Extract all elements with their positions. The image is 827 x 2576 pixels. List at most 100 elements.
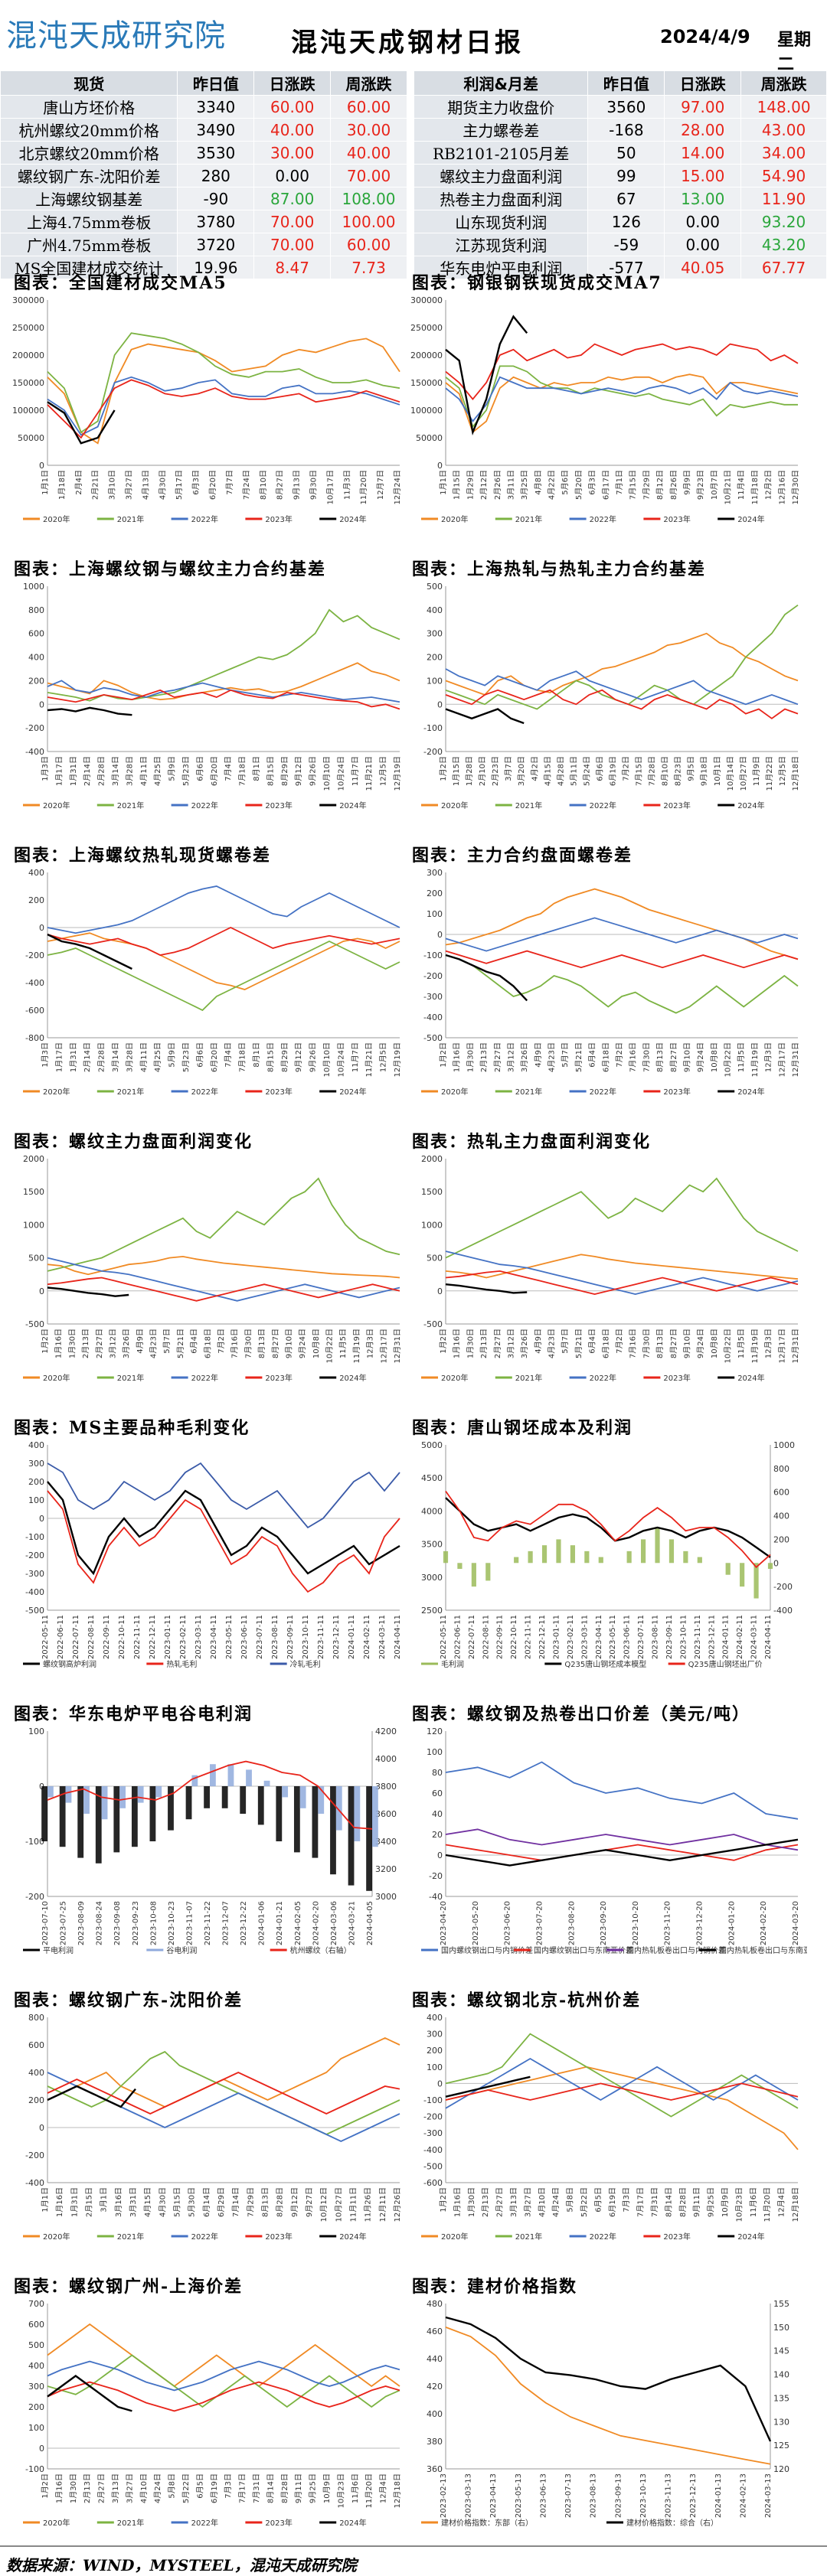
- y-tick-label: 250000: [410, 323, 443, 333]
- legend: 2020年 2021年 2022年 2023年 2024年: [421, 2232, 765, 2242]
- y-tick-label: 200: [28, 2402, 44, 2412]
- chart-title: 图表：MS主要品种毛利变化: [14, 1418, 250, 1438]
- y-tick-label: -100: [423, 951, 443, 960]
- x-tick-label: 8月10日: [259, 470, 268, 500]
- x-tick-label: 4月23日: [548, 1329, 557, 1358]
- y-tick-label: -100: [25, 1532, 44, 1542]
- x-tick-label: 1月2日: [41, 2473, 50, 2499]
- x-tick-label: 11月5日: [338, 1329, 348, 1358]
- bar: [155, 1786, 162, 1798]
- x-tick-label: 10月23日: [734, 2187, 744, 2222]
- y-tick-label: 400: [427, 605, 443, 615]
- x-tick-label: 2月27日: [495, 2187, 505, 2217]
- y-tick-label: 0: [437, 1850, 443, 1860]
- y-tick-label: 400: [28, 868, 44, 878]
- bar: [59, 1786, 66, 1847]
- legend: 2020年 2021年 2022年 2023年 2024年: [421, 801, 765, 810]
- series-line: [47, 706, 132, 716]
- x-tick-label: 2月28日: [97, 756, 106, 786]
- axes: [47, 1159, 400, 1325]
- x-tick-label: 11月26日: [364, 2187, 373, 2222]
- x-tick-label: 5月21日: [574, 1042, 583, 1072]
- series-line: [47, 2050, 400, 2135]
- footer: 数据来源：WIND，MYSTEEL，混沌天成研究院: [0, 2545, 827, 2576]
- chart-svg: -40 -20 0 20 40 60 80 100 120 2023-04-20 2023-05-2…: [421, 1727, 807, 1955]
- axes: [445, 1445, 771, 1611]
- x-tick-label: 11月3日: [342, 470, 351, 500]
- x-tick-label: 2023-11-11: [317, 1615, 325, 1659]
- legend-label: 螺纹钢高炉利润: [43, 1659, 96, 1669]
- series-line: [47, 1490, 400, 1593]
- x-tick-label: 8月29日: [280, 756, 289, 786]
- chart-panel: 图表：唐山钢坯成本及利润 2500 3000 3500 4000 4500 5000 -400…: [406, 1413, 807, 1685]
- x-tick-label: 2022-11-11: [525, 1615, 533, 1659]
- legend-label: 2024年: [737, 514, 764, 524]
- bar: [753, 1563, 759, 1599]
- x-tick-label: 3月1日: [100, 2187, 109, 2212]
- x-tick-label: 2023-12-22: [240, 1901, 248, 1945]
- x-tick-label: 12月4日: [777, 2187, 786, 2217]
- legend-label: 2022年: [191, 801, 218, 810]
- x-tick-label: 10月21日: [724, 470, 733, 504]
- x-tick-label: 1月30日: [466, 1329, 475, 1358]
- y-tick-label: 400: [28, 2068, 44, 2078]
- x-tick-label: 11月19日: [750, 1329, 760, 1363]
- x-tick-label: 2024-01-06: [258, 1901, 266, 1945]
- x-tick-label: 3月13日: [111, 2473, 120, 2503]
- x-tick-label: 2023-10-20: [632, 1901, 640, 1945]
- x-tick-label: 2024-03-11: [378, 1615, 387, 1659]
- x-tick-label: 2023-09-11: [665, 1615, 674, 1659]
- x-tick-label: 5月6日: [561, 470, 570, 495]
- x-tick-label: 7月30日: [642, 1329, 651, 1358]
- x-tick-label: 10月8日: [710, 1042, 719, 1072]
- y-tick-label: 200000: [410, 351, 443, 360]
- bar: [191, 1775, 198, 1786]
- y-tick-label: -100: [25, 1837, 44, 1847]
- row-label: 螺纹钢广东-沈阳价差: [0, 164, 178, 187]
- x-tick-label: 1月16日: [54, 2473, 64, 2503]
- company-logo: 混沌天成研究院: [6, 18, 226, 54]
- x-tick-label: 1月31日: [69, 1042, 78, 1072]
- bar: [330, 1786, 336, 1875]
- y-tick-label: -100: [423, 2095, 443, 2105]
- x-tick-label: 6月20日: [208, 470, 217, 500]
- x-tick-label: 2024-02-20: [312, 1901, 320, 1945]
- x-tick-label: 3月27日: [125, 470, 134, 500]
- series-line: [47, 2375, 132, 2412]
- cell-value: 3780: [177, 210, 255, 233]
- chart-title: 图表：螺纹钢广州-上海价差: [14, 2277, 244, 2297]
- x-tick-label: 2024-02-05: [294, 1901, 302, 1945]
- series-line: [47, 2085, 136, 2108]
- row-label: 唐山方坯价格: [0, 95, 178, 119]
- x-tick-label: 2024-01-20: [727, 1901, 736, 1945]
- y-tick-label: 300: [28, 1459, 44, 1469]
- y-tick-label: 0: [437, 461, 443, 471]
- x-tick-label: 8月27日: [276, 470, 285, 500]
- x-tick-label: 2月13日: [81, 1329, 90, 1358]
- x-tick-label: 10月9日: [721, 2187, 730, 2217]
- x-tick-label: 9月10日: [682, 1329, 691, 1358]
- x-tick-label: 8月1日: [252, 756, 261, 781]
- series-line: [47, 608, 400, 702]
- series-line: [445, 1254, 799, 1280]
- chart-title: 图表：上海螺纹热轧现货螺卷差: [14, 846, 272, 866]
- y-tick-label: -20: [429, 1871, 443, 1881]
- x-tick-label: 2月4日: [74, 470, 83, 495]
- legend: 国内螺纹钢出口与内销价差 国内螺纹钢出口与东南亚价差国内热轧板卷出口与内销价差国内…: [421, 1945, 807, 1955]
- y-tick-label: 80: [432, 1768, 443, 1778]
- x-tick-label: 2023-12-11: [332, 1615, 341, 1659]
- x-tick-label: 1月16日: [453, 1329, 462, 1358]
- series-line: [47, 1277, 400, 1302]
- legend: 2020年 2021年 2022年 2023年 2024年: [23, 2232, 367, 2242]
- x-tick-label: 2022-06-11: [57, 1615, 65, 1659]
- legend-label: 2023年: [663, 2232, 690, 2242]
- y-tick-label: 250000: [12, 323, 44, 333]
- x-tick-label: 12月5日: [379, 756, 388, 786]
- x-tick-label: 7月4日: [224, 1042, 233, 1068]
- x-tick-label: 12月26日: [393, 2187, 402, 2222]
- series-line: [47, 2323, 400, 2388]
- x-tick-label: 2023-02-13: [440, 2473, 448, 2518]
- chart-title: 图表：螺纹钢广东-沈阳价差: [14, 1991, 244, 2010]
- legend-label: 国内热轧板卷出口与内销价差: [626, 1945, 726, 1955]
- cell-value: 28.00: [664, 118, 742, 142]
